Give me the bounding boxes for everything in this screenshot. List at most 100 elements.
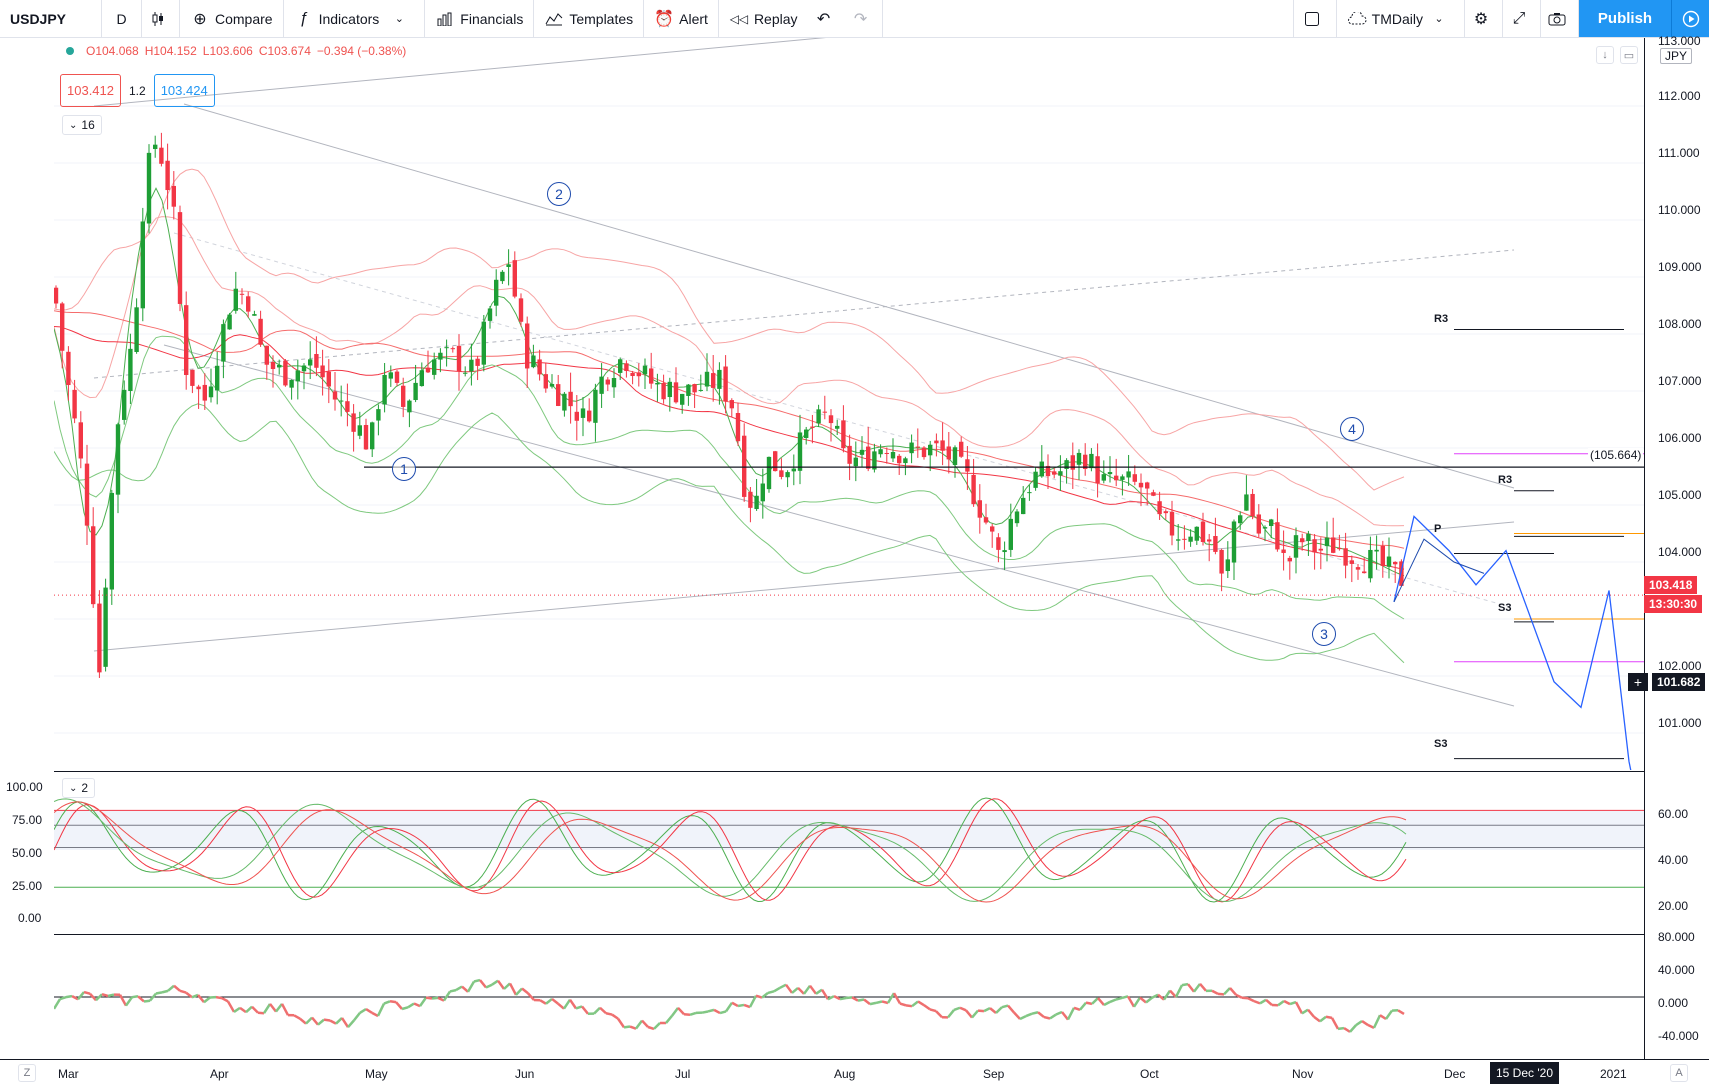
momentum-pane[interactable] <box>52 934 1644 1060</box>
wave-label-3[interactable]: 3 <box>1312 622 1336 646</box>
currency-label[interactable]: JPY <box>1660 48 1693 64</box>
momentum-segment <box>1294 1001 1304 1015</box>
momentum-segment <box>1325 1015 1333 1020</box>
interval-button[interactable]: D <box>102 0 142 38</box>
templates-icon <box>544 9 564 29</box>
wave-label-4[interactable]: 4 <box>1340 417 1364 441</box>
bullish-candle <box>1225 559 1230 572</box>
bearish-candle <box>332 391 338 400</box>
momentum-segment <box>863 998 871 1006</box>
bullish-candle <box>903 458 908 464</box>
oscillator-canvas[interactable] <box>53 772 1644 934</box>
indicators-collapse-button[interactable]: ⌄ 16 <box>62 115 102 135</box>
momentum-segment <box>802 984 812 995</box>
momentum-segment <box>239 1006 247 1014</box>
bullish-candle <box>444 347 449 349</box>
bullish-candle <box>928 444 933 456</box>
bullish-candle <box>122 389 127 420</box>
wave-path <box>1393 538 1485 603</box>
momentum-segment <box>161 989 169 994</box>
bullish-candle <box>215 365 220 391</box>
maximize-pane-icon[interactable]: ▭ <box>1620 46 1638 64</box>
snapshot-button[interactable] <box>1541 0 1579 38</box>
momentum-segment <box>653 1022 661 1030</box>
fullscreen-button[interactable]: ⤢ <box>1503 0 1541 38</box>
compare-button[interactable]: ⊕ Compare <box>180 0 284 38</box>
undo-button[interactable]: ↶ <box>808 0 845 38</box>
redo-button[interactable]: ↷ <box>845 0 883 38</box>
symbol-search[interactable]: USDJPY <box>0 0 102 38</box>
bearish-candle <box>326 371 331 387</box>
fullscreen-square-button[interactable] <box>1292 0 1337 38</box>
wave-label-1[interactable]: 1 <box>392 457 416 481</box>
bullish-candle <box>153 144 158 150</box>
momentum-segment <box>1355 1019 1363 1027</box>
bullish-candle <box>1194 526 1199 541</box>
scale-label-101: 101.000 <box>1658 716 1702 730</box>
bearish-candle <box>779 470 784 477</box>
buy-button[interactable]: 103.424 <box>153 74 215 107</box>
bullish-candle <box>289 379 294 388</box>
bearish-candle <box>959 441 964 457</box>
momentum-segment <box>1253 999 1261 1005</box>
bearish-candle <box>1083 454 1088 469</box>
chart-style-button[interactable] <box>142 0 180 38</box>
oscillator-pane[interactable] <box>53 771 1644 934</box>
settings-button[interactable]: ⚙ <box>1465 0 1503 38</box>
bearish-candle <box>773 451 778 472</box>
bearish-candle <box>1151 492 1156 496</box>
bearish-candle <box>884 452 889 454</box>
momentum-segment <box>1139 996 1147 1004</box>
square-icon <box>1304 9 1321 29</box>
alert-button[interactable]: ⏰ Alert <box>644 0 719 38</box>
bullish-candle <box>655 382 660 385</box>
bullish-candle <box>1033 471 1038 488</box>
bullish-candle <box>580 408 586 418</box>
bullish-candle <box>1014 511 1020 524</box>
indicators-button[interactable]: ƒ Indicators ⌄ <box>284 0 426 38</box>
sell-button[interactable]: 103.412 <box>60 74 121 107</box>
replay-button[interactable]: ◁◁ Replay <box>719 0 808 38</box>
bearish-candle <box>723 366 728 402</box>
templates-button[interactable]: Templates <box>534 0 645 38</box>
bearish-candle <box>246 296 251 312</box>
wave-label-2[interactable]: 2 <box>547 182 571 206</box>
momentum-segment <box>269 1003 277 1013</box>
timezone-button[interactable]: Z <box>18 1064 36 1082</box>
oscillator-collapse-button[interactable]: ⌄ 2 <box>62 778 96 798</box>
trend-line-dashed <box>93 249 1515 379</box>
mom-right-40: 40.000 <box>1658 963 1695 977</box>
price-scale[interactable] <box>1644 38 1709 1059</box>
momentum-segment <box>1187 983 1195 993</box>
bearish-candle <box>78 422 83 459</box>
momentum-segment <box>1384 1009 1394 1020</box>
price-chart-canvas[interactable] <box>53 32 1645 836</box>
bearish-candle <box>568 391 573 407</box>
osc-left-25: 25.00 <box>12 879 43 893</box>
financials-button[interactable]: Financials <box>425 0 535 38</box>
layout-button[interactable]: TMDaily ⌄ <box>1337 0 1465 38</box>
bearish-candle <box>401 385 406 407</box>
momentum-segment <box>1372 1014 1382 1029</box>
time-axis[interactable]: Mar Apr May Jun Jul Aug Sep Oct Nov Dec … <box>0 1059 1709 1087</box>
bullish-candle <box>1064 460 1069 470</box>
scale-label-105: 105.000 <box>1658 488 1702 502</box>
scale-label-110: 110.000 <box>1658 203 1701 217</box>
momentum-segment <box>107 993 115 998</box>
play-circle-icon[interactable] <box>1671 0 1709 37</box>
scroll-down-icon[interactable]: ↓ <box>1596 46 1614 64</box>
momentum-segment <box>1031 1011 1039 1015</box>
momentum-segment <box>917 1000 925 1007</box>
bearish-candle <box>1349 560 1354 564</box>
publish-button[interactable]: Publish <box>1579 0 1709 37</box>
bullish-candle <box>878 449 883 455</box>
momentum-canvas[interactable] <box>52 935 1644 1060</box>
auto-scale-button[interactable]: A <box>1670 1064 1688 1082</box>
main-chart-pane[interactable] <box>53 32 1645 836</box>
alarm-clock-icon: ⏰ <box>654 10 675 28</box>
momentum-segment <box>77 991 85 1001</box>
add-order-icon[interactable]: + <box>1628 673 1648 691</box>
momentum-segment <box>479 979 487 989</box>
bearish-candle <box>1399 561 1404 586</box>
bullish-candle <box>1120 476 1125 480</box>
